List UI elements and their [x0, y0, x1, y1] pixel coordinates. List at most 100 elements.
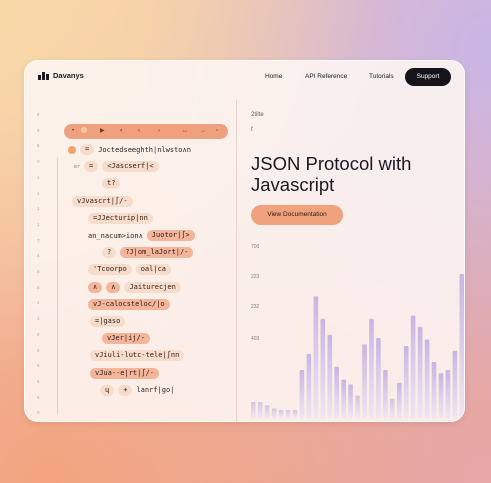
code-token: ɥ: [100, 384, 115, 396]
code-line[interactable]: ? ?J|om_laJort|/-: [102, 247, 194, 259]
code-token: =JJecturip|nn: [88, 212, 153, 224]
back-icon[interactable]: ‹: [138, 128, 140, 134]
code-token: vJvascrt|∫/-: [72, 195, 133, 207]
chart-bar: [278, 410, 284, 418]
code-token: vJer|ij/-: [102, 333, 150, 345]
play-icon[interactable]: ▶: [100, 128, 105, 134]
nav-link-api-reference[interactable]: API Reference: [305, 73, 348, 80]
code-line[interactable]: =|gaso: [90, 316, 126, 327]
breakpoint-dot-icon[interactable]: [68, 145, 76, 154]
line-number: 0: [37, 159, 40, 165]
line-number: 4: [37, 253, 40, 259]
code-line[interactable]: vJ-calocsteloc/|o: [88, 298, 170, 310]
code-token: =: [80, 144, 95, 155]
line-number: 3: [37, 316, 40, 322]
code-token: ?J|om_laJort|/-: [120, 247, 194, 259]
chart-bar: [403, 346, 409, 418]
chart-bar: [397, 382, 402, 418]
y-tick-label: 403: [251, 336, 260, 342]
line-number: 9: [37, 269, 40, 274]
hero-label-top: 2tilte: [251, 112, 264, 118]
code-token: Juotor|∫>: [146, 230, 195, 241]
code-line[interactable]: vJiuli-lutc-tele|∫nn: [90, 350, 185, 362]
y-tick-label: 223: [251, 274, 260, 280]
code-line[interactable]: vJer|ij/-: [102, 333, 150, 345]
code-token: ∧: [88, 281, 103, 293]
code-token: ∧: [106, 281, 121, 293]
line-number: 4: [37, 300, 40, 306]
code-token: =: [84, 161, 99, 173]
code-token: ?: [102, 247, 117, 259]
brand-name: Davanys: [53, 71, 84, 80]
line-number: 6: [37, 347, 40, 353]
chart-bar: [369, 318, 374, 418]
chart-bar: [313, 296, 319, 418]
code-token: <Jascserf|<: [102, 161, 159, 173]
chart-bar: [271, 408, 277, 418]
line-number: 8: [37, 112, 40, 117]
stop-icon[interactable]: ▪: [120, 128, 123, 134]
chart-bar: [341, 379, 346, 418]
view-documentation-button[interactable]: View Documentation: [251, 205, 343, 225]
chart-bar: [417, 326, 423, 418]
sync-icon[interactable]: ↔: [182, 128, 188, 134]
code-line[interactable]: an_nacum>ion∧ Juotor|∫>: [88, 230, 195, 241]
line-number: 1: [37, 206, 40, 212]
code-token: 'Tcoorpo: [88, 264, 132, 276]
line-number: 8: [37, 284, 40, 290]
code-token: vJiuli-lutc-tele|∫nn: [90, 350, 185, 362]
line-number: 8: [37, 331, 40, 337]
support-button[interactable]: Support: [405, 68, 451, 86]
chart-bar: [264, 405, 270, 418]
code-line[interactable]: t?: [102, 178, 121, 190]
nav-link-home[interactable]: Home: [265, 73, 283, 80]
chart-bar: [306, 354, 312, 418]
nav-link-tutorials[interactable]: Tutorials: [369, 73, 394, 80]
brand-logo[interactable]: Davanys: [38, 71, 84, 80]
square-icon[interactable]: ▫: [216, 128, 219, 134]
code-token: vJ-calocsteloc/|o: [88, 298, 170, 310]
line-number: 0: [37, 410, 40, 416]
arrow-right-icon[interactable]: →: [200, 128, 206, 134]
code-token: an_nacum>ion∧: [88, 231, 143, 240]
chart-bar: [299, 370, 305, 418]
line-number: 7: [37, 237, 40, 243]
page-title: JSON Protocol with Javascript: [251, 153, 412, 195]
chart-bar: [410, 315, 416, 418]
forward-icon[interactable]: ›: [158, 128, 160, 134]
chart-bar: [348, 384, 353, 418]
chart-bar: [431, 362, 437, 418]
top-nav: Davanys Home API Reference Tutorials Sup…: [24, 60, 465, 96]
editor-toolbar: • ▶ ▪ ‹ › ↔ → ▫: [64, 124, 228, 139]
chart-bar: [362, 344, 367, 418]
record-icon[interactable]: [81, 127, 87, 136]
logo-icon: [38, 71, 49, 80]
code-token: lanrf|go|: [136, 386, 175, 395]
code-line[interactable]: ɥ + lanrf|go|: [100, 384, 175, 396]
code-line[interactable]: er = <Jascserf|<: [72, 161, 159, 173]
code-token: vJua--e|rt|∫/-: [90, 367, 160, 379]
chart-bar: [390, 398, 395, 418]
line-number: 4: [37, 190, 40, 196]
dot-icon[interactable]: •: [72, 128, 75, 134]
code-line[interactable]: vJvascrt|∫/-: [72, 195, 133, 207]
chart-bar: [320, 318, 326, 418]
code-line[interactable]: =JJecturip|nn: [88, 212, 153, 224]
panel-divider: [236, 100, 237, 422]
chart-bar: [445, 370, 451, 418]
code-line[interactable]: = Joctedseeghth|nlwsto∧n: [68, 144, 191, 155]
line-number: 8: [37, 394, 40, 400]
line-number: 9: [37, 127, 40, 133]
line-number: 6: [37, 378, 40, 384]
chart-bar: [438, 373, 444, 418]
y-tick-label: 232: [251, 304, 260, 310]
code-line[interactable]: 'Tcoorpo oal|ca: [88, 264, 172, 276]
line-number: 1: [37, 174, 40, 180]
code-gutter-mark: er: [73, 163, 80, 170]
chart-bar: [452, 350, 458, 418]
app-window: Davanys Home API Reference Tutorials Sup…: [24, 60, 465, 422]
code-line[interactable]: vJua--e|rt|∫/-: [90, 367, 160, 379]
code-line[interactable]: ∧ ∧ Jaiturecjen: [88, 281, 181, 293]
chart-bar: [285, 410, 291, 418]
